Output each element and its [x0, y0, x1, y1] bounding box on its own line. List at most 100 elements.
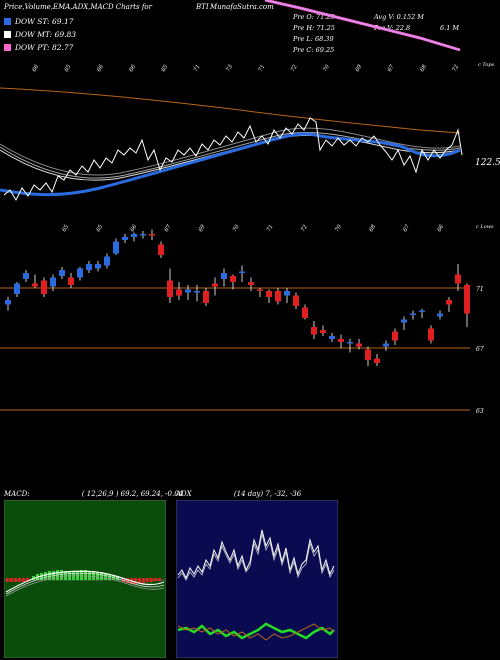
level-label-63: 63: [476, 408, 484, 415]
candle-body: [212, 283, 218, 287]
candle-body: [194, 291, 200, 293]
extreme-price-label: 65: [161, 64, 170, 73]
candle-body: [365, 349, 371, 360]
source-name: MunafaSutra.com: [210, 3, 274, 11]
candle-body: [257, 289, 263, 291]
adx-panel: [176, 500, 338, 658]
extreme-price-label: 67: [387, 64, 396, 73]
candle-body: [41, 280, 47, 294]
candle-body: [302, 307, 308, 318]
legend-dow-st: DOW ST: 69.17: [4, 17, 74, 26]
candle-body: [329, 336, 335, 339]
prev-high: Pre H: 71.25: [293, 24, 335, 32]
candle-body: [356, 343, 362, 347]
extreme-price-label: 65: [64, 64, 73, 73]
extreme-price-label: 67: [164, 224, 173, 233]
prev-volume: Pre V: 22.8: [374, 24, 411, 32]
candle-body: [50, 277, 56, 287]
corner-top-label: c Tops: [478, 62, 495, 68]
macd-signal-line: [5, 572, 165, 595]
extreme-price-label: 66: [96, 64, 105, 73]
extreme-price-label: 68: [419, 64, 428, 73]
extreme-price-label: 68: [368, 224, 377, 233]
candle-body: [464, 285, 470, 314]
candle-body: [14, 283, 20, 294]
adx-title: ADX: [176, 490, 192, 498]
ticker-symbol: BTI: [196, 3, 209, 11]
extreme-price-label: 72: [300, 224, 309, 233]
candle-body: [419, 310, 425, 312]
legend-swatch-white: [4, 31, 11, 38]
extreme-price-label: 73: [225, 64, 234, 73]
extreme-price-label: 67: [402, 224, 411, 233]
macd-header: MACD: ( 12,26,9 ) 69.2, 69.24, -0.04: [4, 490, 183, 498]
candle-body: [383, 343, 389, 347]
candle-body: [338, 339, 344, 342]
extreme-price-label: 66: [437, 224, 446, 233]
macd-params: ( 12,26,9 ) 69.2, 69.24, -0.04: [81, 490, 184, 498]
extreme-price-label: 71: [266, 224, 275, 233]
extreme-price-label: 71: [193, 64, 202, 73]
extreme-price-label: 72: [452, 64, 461, 73]
candle-body: [122, 237, 128, 240]
candle-body: [68, 277, 74, 285]
dow-pt-line-inner: [264, 0, 461, 51]
extreme-price-label: 72: [290, 64, 299, 73]
level-label-67: 67: [476, 346, 484, 353]
candle-body: [455, 274, 461, 284]
candle-body: [311, 327, 317, 335]
chart-title: Price,Volume,EMA,ADX,MACD Charts for: [4, 3, 152, 11]
candle-body: [95, 264, 101, 269]
candle-body: [104, 256, 110, 266]
ema-blue: [0, 132, 461, 197]
extreme-price-label: 65: [96, 224, 105, 233]
candle-body: [59, 270, 65, 276]
candle-body: [5, 300, 11, 305]
prev-open: Pre O: 71.23: [293, 13, 335, 21]
extreme-price-label: 69: [355, 64, 364, 73]
legend-dow-pt-label: DOW PT: 82.77: [15, 43, 74, 52]
candle-body: [320, 330, 326, 333]
low-labels: 65 65 66 67 69 70 71 72 70 68 67 66: [62, 224, 446, 233]
candle-body: [140, 234, 146, 236]
macd-title: MACD:: [4, 490, 30, 498]
legend-swatch-blue: [4, 18, 11, 25]
avg-volume: Avg V: 0.152 M: [374, 13, 424, 21]
candle-body: [185, 289, 191, 293]
extreme-price-label: 69: [198, 224, 207, 233]
extreme-price-label: 66: [128, 64, 137, 73]
candle-body: [410, 313, 416, 315]
candle-body: [401, 319, 407, 323]
high-labels: 66 65 66 66 65 71 73 71 72 70 69 67 68 72: [32, 64, 461, 73]
extreme-price-label: 70: [322, 64, 331, 73]
price-line: [3, 117, 463, 202]
legend-dow-mt: DOW MT: 69.83: [4, 30, 76, 39]
extreme-price-label: 65: [62, 224, 71, 233]
macd-line: [5, 570, 165, 593]
corner-low-label: c Lows: [476, 224, 494, 230]
adx-header: ADX (14 day) 7, -32, -36: [176, 490, 301, 498]
legend-dow-mt-label: DOW MT: 69.83: [15, 30, 77, 39]
candle-body: [113, 241, 119, 254]
candle-body: [392, 331, 398, 341]
candle-body: [428, 328, 434, 341]
candle-body: [86, 264, 92, 270]
price-label: 122.53: [475, 158, 500, 168]
extreme-price-label: 66: [32, 64, 41, 73]
candle-body: [230, 276, 236, 282]
macd-panel: [4, 500, 166, 658]
adx-line-orange: [177, 623, 335, 641]
ema-white-3: [0, 127, 461, 176]
candle-body: [374, 358, 380, 363]
candle-body: [167, 280, 173, 297]
extreme-price-label: 66: [130, 224, 139, 233]
long-ema-curve: [0, 87, 461, 134]
prev-close: Pre C: 69.25: [293, 46, 335, 54]
extreme-price-label: 71: [258, 64, 267, 73]
level-label-71: 71: [476, 286, 484, 293]
candle-body: [158, 244, 164, 255]
candle-body: [23, 273, 29, 279]
candle-body: [284, 291, 290, 296]
legend-dow-st-label: DOW ST: 69.17: [15, 17, 74, 26]
candle-body: [446, 300, 452, 305]
